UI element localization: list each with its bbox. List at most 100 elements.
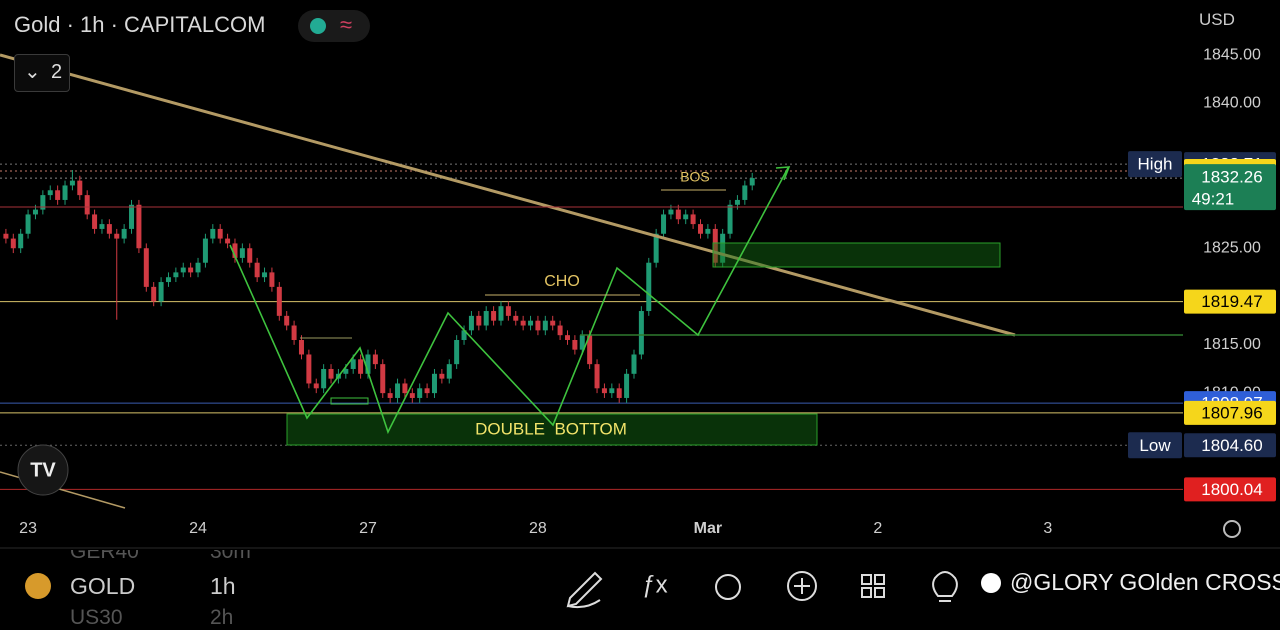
candle-body (321, 368, 327, 389)
tag-badge (1128, 151, 1182, 178)
candle-body (77, 180, 83, 196)
candle-body (727, 204, 733, 234)
tag-label: Low (1139, 436, 1171, 455)
candle-body (513, 315, 519, 321)
candle-body (609, 388, 615, 394)
candle-body (638, 311, 644, 355)
candle-body (409, 393, 415, 398)
x-tick-label: 28 (529, 520, 547, 537)
candle-body (92, 214, 98, 229)
x-tick-label: Mar (694, 520, 722, 537)
interval[interactable]: 30m (210, 540, 251, 563)
annotation: BOS (680, 169, 710, 185)
price-badge (1184, 477, 1276, 502)
price-badge (1184, 289, 1276, 314)
candle-body (306, 354, 312, 384)
gold-icon (25, 573, 51, 599)
alarm-icon[interactable] (715, 574, 741, 600)
currency[interactable]: USD (1199, 10, 1235, 29)
price-badge-label: 1819.47 (1201, 292, 1262, 311)
candle-body (151, 286, 157, 302)
annotation: CHO (544, 273, 580, 290)
candle-body (431, 373, 437, 394)
candle-body (653, 233, 659, 263)
add-icon[interactable] (787, 571, 817, 601)
candle-body (646, 262, 652, 312)
candle-body (528, 320, 534, 326)
candle-body (742, 185, 748, 200)
candle-body (284, 315, 290, 326)
status-pill: ≈ (298, 10, 370, 42)
candle-body (380, 364, 386, 394)
candle-body (40, 195, 46, 210)
candle-body (720, 233, 726, 263)
indicator-toggle[interactable]: ⌄ 2 (14, 54, 70, 92)
candle-body (173, 272, 179, 278)
candle-body (298, 340, 304, 355)
structure-box (330, 397, 369, 405)
pencil-icon[interactable] (566, 571, 603, 609)
candle-body (239, 248, 245, 258)
symbol-name[interactable]: GER40 (70, 540, 139, 563)
interval[interactable]: 1h (210, 573, 236, 599)
market-open-dot (310, 18, 326, 34)
candle-body (661, 214, 667, 234)
candle-body (387, 393, 393, 398)
y-tick-label: 1815.00 (1203, 336, 1261, 353)
candle-body (143, 248, 149, 287)
candle-body (505, 306, 511, 316)
candle-body (579, 335, 585, 350)
candle-body (461, 330, 467, 340)
logo-bg (17, 444, 69, 496)
candle-body (18, 233, 24, 249)
candle-body (668, 209, 674, 215)
grid-icon[interactable] (861, 574, 885, 598)
drawings: TV (0, 53, 1183, 509)
candle-body (350, 359, 356, 369)
price-badge (1184, 164, 1276, 211)
x-tick-label: 3 (1043, 520, 1052, 537)
candle-body (468, 315, 474, 331)
candle-body (476, 315, 482, 326)
candle-body (712, 228, 718, 263)
candle-body (3, 233, 9, 239)
candle-body (343, 368, 349, 374)
candle-body (84, 195, 90, 215)
x-tick-label: 27 (359, 520, 377, 537)
candle-body (624, 373, 630, 398)
candle-body (564, 335, 570, 340)
y-tick-label: 1825.00 (1203, 239, 1261, 256)
candle-body (276, 286, 282, 316)
price-badge (1184, 433, 1276, 458)
data-icon: ≈ (340, 12, 353, 37)
demand-zone (712, 242, 1001, 268)
annotation: DOUBLE BOTTOM (475, 419, 627, 438)
candle-body (483, 311, 489, 326)
interval[interactable]: 2h (210, 606, 234, 629)
candle-body (491, 311, 497, 321)
tag-label: High (1138, 155, 1173, 174)
price-axis-bg (1183, 0, 1280, 512)
settings-icon[interactable] (1223, 520, 1241, 538)
candle-body (232, 243, 238, 258)
price-badges: 1833.71High1833.001832.2649:211819.47180… (1128, 151, 1276, 502)
add-icon-cross (794, 578, 810, 594)
candle-body (395, 383, 401, 398)
symbol-name[interactable]: US30 (70, 606, 123, 629)
logo: TV (30, 459, 56, 481)
idea-icon[interactable] (932, 571, 958, 602)
countdown: 49:21 (1192, 190, 1235, 209)
symbol-title[interactable]: Gold · 1h · CAPITALCOM (14, 12, 266, 37)
candle-body (675, 209, 681, 220)
fx-icon[interactable]: ƒx (642, 571, 667, 598)
candle-body (372, 354, 378, 365)
candle-body (69, 180, 75, 186)
price-badge-label: 1832.26 (1201, 168, 1262, 187)
candle-body (734, 199, 740, 205)
candle-body (424, 388, 430, 394)
candle-body (202, 238, 208, 263)
symbol-name[interactable]: GOLD (70, 573, 136, 599)
candle-body (262, 272, 268, 278)
